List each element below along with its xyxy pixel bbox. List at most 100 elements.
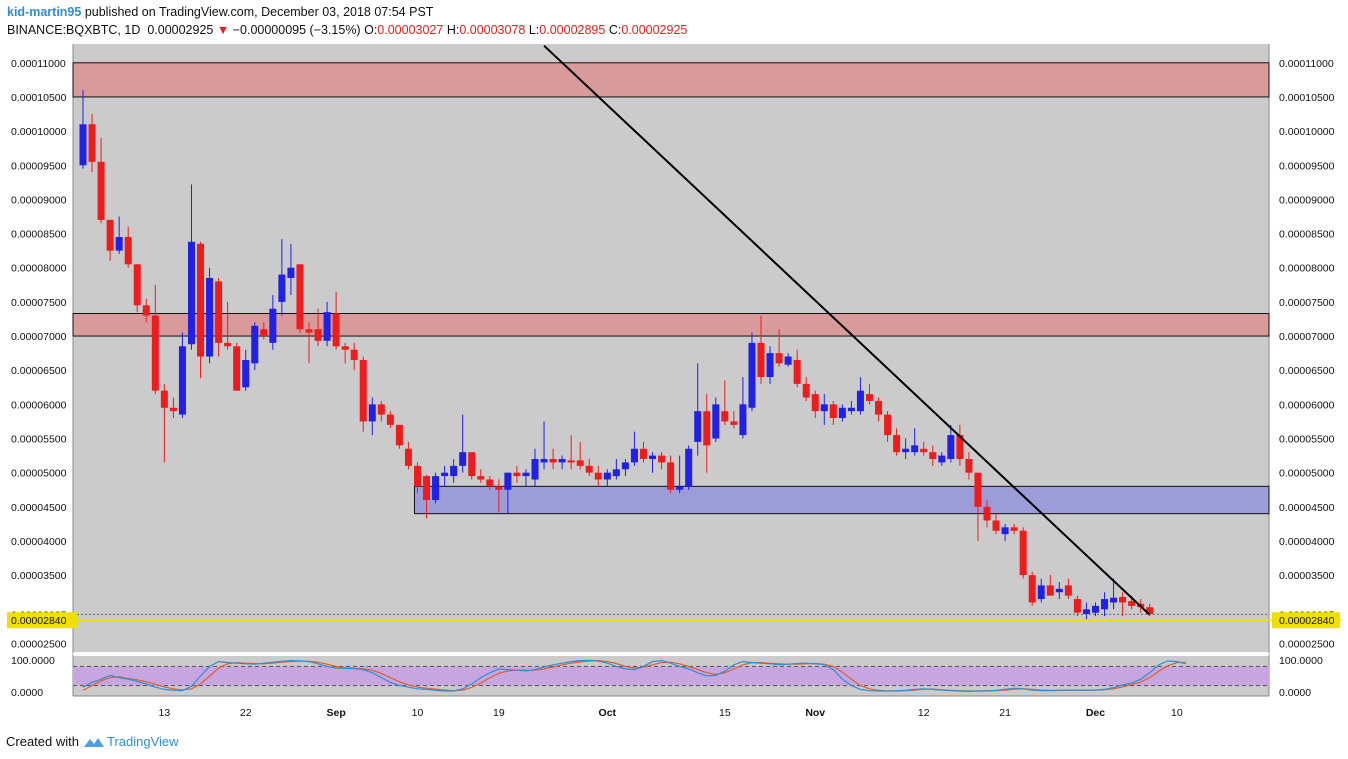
candle-body [549, 459, 557, 463]
candle-body [197, 243, 205, 357]
candle-body [893, 435, 901, 453]
x-tick-label: 13 [159, 707, 171, 719]
candle-body [1019, 530, 1027, 576]
price-tick-label-left: 0.00004500 [11, 502, 67, 514]
price-tick-label-right: 0.00006500 [1279, 365, 1335, 377]
candle-body [233, 346, 241, 391]
stoch-tick-label-right: 0.0000 [1279, 687, 1311, 699]
candle-body [540, 459, 548, 463]
level-tag-left [7, 612, 77, 629]
tradingview-brand[interactable]: TradingView [106, 734, 179, 749]
price-tick-label-right: 0.00010500 [1279, 92, 1335, 104]
candle-body [875, 400, 883, 415]
stoch-k-line [82, 659, 1187, 693]
candle-body [730, 421, 738, 425]
price-tick-label-left: 0.00008500 [11, 229, 67, 241]
open-label: O: [364, 23, 378, 37]
candle-body [359, 359, 367, 422]
candle-body [224, 342, 232, 347]
candle-body [106, 219, 114, 251]
candle-body [395, 424, 403, 446]
candle-body [450, 465, 458, 477]
candle-body [413, 465, 421, 487]
price-tick-label-right: 0.00004500 [1279, 502, 1335, 514]
stoch-tick-label-right: 100.0000 [1279, 655, 1323, 667]
low-value: 0.00002895 [539, 23, 606, 37]
candle-body [386, 414, 394, 425]
candle-body [1110, 597, 1118, 603]
candle-body [278, 274, 286, 302]
candle-body [242, 359, 250, 388]
price-tick-label-left: 0.00006000 [11, 399, 67, 411]
candle-body [929, 452, 937, 460]
stoch-band [73, 666, 1269, 686]
price-tick-label-right: 0.00003500 [1279, 570, 1335, 582]
candle-body [368, 404, 376, 422]
author-link[interactable]: kid-martin95 [7, 5, 82, 19]
candle-body [902, 448, 910, 453]
x-tick-label: 22 [240, 707, 252, 719]
candle-body [1010, 527, 1018, 531]
price-tick-label-right: 0.00009500 [1279, 160, 1335, 172]
candle-body [576, 460, 584, 466]
resistance-zone-1 [72, 313, 1270, 337]
x-tick-label: 21 [999, 707, 1011, 719]
price-tick-label-right: 0.00008500 [1279, 229, 1335, 241]
x-tick-label: Nov [805, 707, 825, 719]
stoch-tick-label-left: 0.0000 [11, 687, 43, 699]
candle-body [88, 124, 96, 162]
price-plot-background [73, 44, 1269, 652]
price-tick-label-right: 0.00011000 [1279, 58, 1334, 70]
price-tick-label-left: 0.00009000 [11, 194, 67, 206]
symbol-name: BINANCE:BQXBTC, 1D [7, 23, 141, 37]
candle-body [178, 346, 186, 415]
footer: Created with TradingView [6, 734, 179, 751]
candle-body [703, 411, 711, 446]
high-value: 0.00003078 [459, 23, 526, 37]
candle-body [251, 325, 259, 364]
candle-body [287, 267, 295, 278]
candle-body [151, 315, 159, 391]
candle-body [612, 469, 620, 477]
candle-body [513, 472, 521, 477]
price-chart[interactable]: 0.00011000 0.00011000 0.00010500 0.00010500… [7, 44, 1341, 720]
price-tick-label-right: 0.00006000 [1279, 399, 1335, 411]
price-tick-label-right: 0.00010000 [1279, 126, 1335, 138]
candle-body [1073, 599, 1081, 613]
candle-body [1001, 527, 1009, 535]
candle-body [594, 472, 602, 480]
symbol-line: BINANCE:BQXBTC, 1D 0.00002925 ▼ −0.00000… [7, 23, 687, 37]
x-tick-label: Sep [326, 707, 345, 719]
price-tick-label-left: 0.00009500 [11, 160, 67, 172]
candle-body [1146, 607, 1154, 615]
x-tick-label: 19 [493, 707, 505, 719]
candle-body [269, 308, 277, 343]
candle-body [1064, 585, 1072, 596]
candle-body [79, 124, 87, 166]
candle-body [947, 435, 955, 460]
candle-body [621, 462, 629, 470]
price-tick-label-left: 0.00005000 [11, 468, 67, 480]
x-tick-label: 10 [412, 707, 424, 719]
price-tick-label-left: 0.00010500 [11, 92, 67, 104]
level-tag-right [1272, 612, 1340, 629]
trendline [543, 44, 1151, 616]
candle-body [459, 452, 467, 466]
price-tick-label-right: 0.00005000 [1279, 468, 1335, 480]
candle-body [477, 476, 485, 480]
candle-body [441, 472, 449, 477]
candle-body [567, 460, 575, 463]
x-tick-label: Dec [1086, 707, 1105, 719]
level-label-left: 0.00002840 [11, 615, 67, 627]
price-change: −0.00000095 (−3.15%) [232, 23, 361, 37]
candle-body [350, 349, 358, 360]
candle-body [1055, 588, 1063, 593]
candle-body [721, 411, 729, 422]
candle-body [1046, 585, 1054, 596]
candle-body [404, 448, 412, 466]
candle-body [1028, 575, 1036, 603]
candle-body [432, 476, 440, 500]
candle-body [838, 407, 846, 419]
candle-body [215, 281, 223, 343]
price-tick-label-left: 0.00003500 [11, 570, 67, 582]
